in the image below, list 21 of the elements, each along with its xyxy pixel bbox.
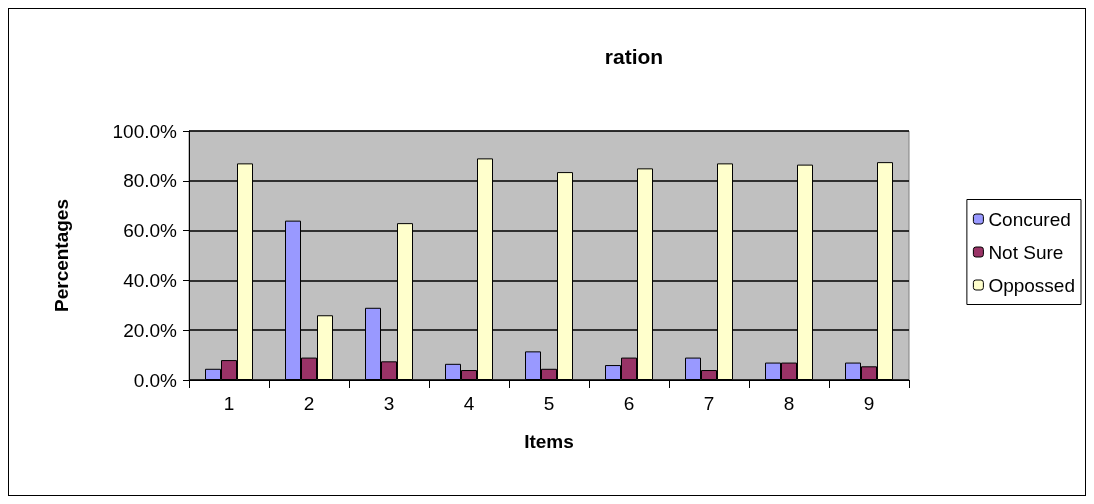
legend-label: Oppossed [988, 274, 1076, 296]
x-tick-label: 3 [383, 393, 395, 414]
x-tick-label: 4 [463, 393, 475, 414]
x-tick-label: 9 [863, 393, 875, 414]
y-axis-title: Percentages [51, 198, 72, 313]
y-tick-label: 20.0% [123, 319, 178, 341]
x-tick-label: 6 [623, 393, 635, 414]
x-tick-label: 1 [223, 393, 235, 414]
chart-title: ration [604, 45, 664, 68]
y-tick-label: 80.0% [123, 170, 178, 192]
y-tick-label: 0.0% [133, 369, 178, 391]
x-axis-title: Items [524, 431, 574, 452]
legend-label: Not Sure [988, 241, 1064, 263]
x-tick-label: 8 [783, 393, 795, 414]
legend-label: Concured [988, 208, 1071, 230]
x-tick-label: 2 [303, 393, 315, 414]
y-tick-label: 100.0% [112, 120, 178, 142]
x-tick-label: 7 [703, 393, 715, 414]
y-tick-label: 60.0% [123, 220, 178, 242]
x-tick-label: 5 [543, 393, 555, 414]
y-tick-label: 40.0% [123, 269, 178, 291]
